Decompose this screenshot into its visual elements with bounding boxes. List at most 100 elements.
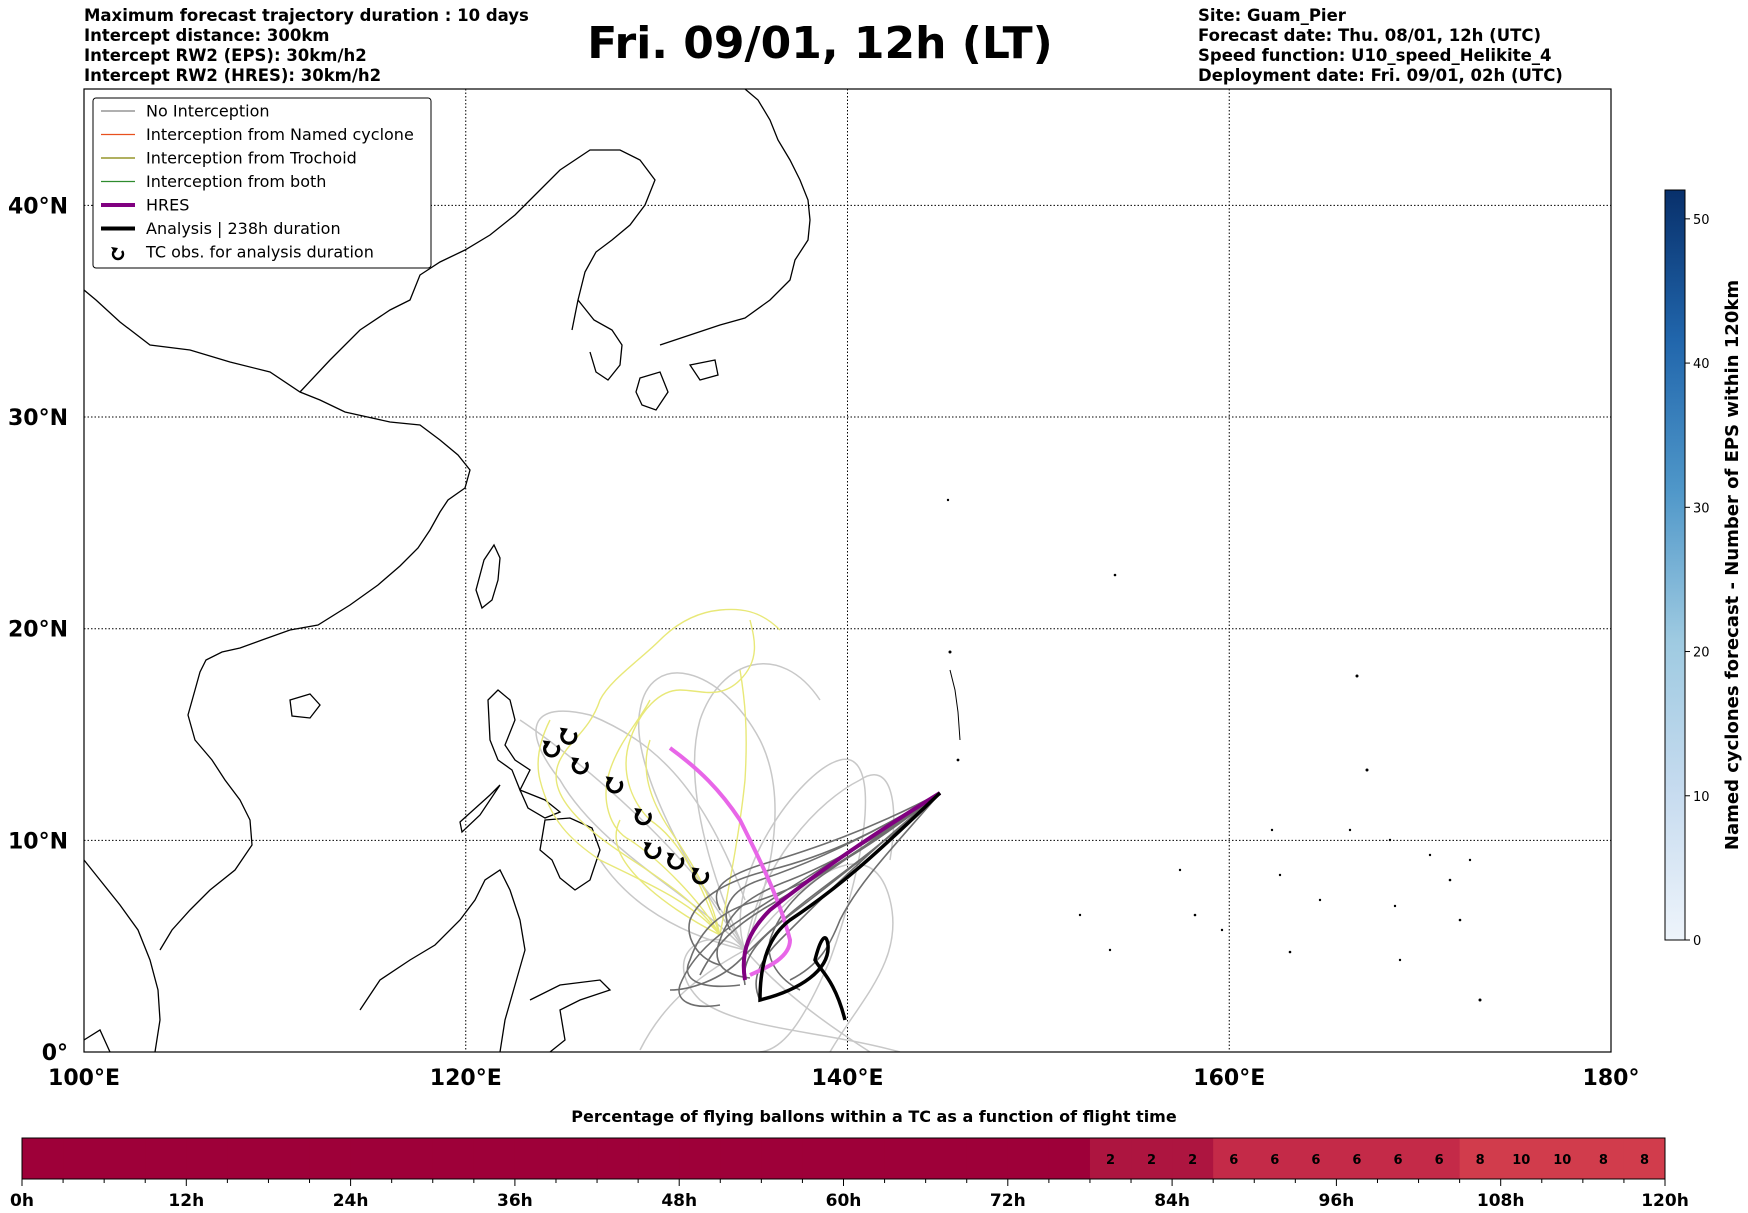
header-site: Site: Guam_Pier — [1198, 6, 1346, 25]
tc-obs-icon — [542, 740, 561, 758]
time-bar-tick-label: 36h — [497, 1191, 533, 1211]
time-bar-cell — [1007, 1138, 1050, 1179]
tc-obs-icon — [605, 776, 624, 794]
lat-tick-label: 30°N — [8, 406, 68, 431]
time-bar-cell-value: 6 — [1435, 1153, 1444, 1168]
time-percentage-bar: 2 2 2 6 6 6 6 6 6 8 10 10 8 8 0h 12h 24h 36h 48h 60h 72h 84h… — [10, 1137, 1689, 1211]
header-deployment-date: Deployment date: Fri. 09/01, 02h (UTC) — [1198, 66, 1563, 85]
time-bar-cell-value: 8 — [1640, 1153, 1649, 1168]
time-bar-cell — [1048, 1138, 1091, 1179]
time-bar-cell — [104, 1138, 146, 1179]
lon-tick-label: 180° — [1583, 1066, 1640, 1090]
header-intercept-eps: Intercept RW2 (EPS): 30km/h2 — [84, 46, 367, 65]
time-bar-cell — [1336, 1138, 1378, 1179]
header-info-right: Site: Guam_Pier Forecast date: Thu. 08/0… — [1198, 6, 1563, 86]
time-bar-cell — [761, 1138, 803, 1179]
time-bar-cell — [1582, 1138, 1625, 1179]
eps-trajectories-dark — [669, 792, 941, 1008]
coast-japan-honshu — [659, 89, 811, 346]
coast-malay — [84, 859, 161, 1052]
lat-tick-label: 40°N — [8, 194, 68, 219]
time-bar-cell — [1089, 1138, 1132, 1179]
tc-obs-icon — [559, 727, 578, 745]
time-bar-tick-label: 84h — [1154, 1191, 1190, 1211]
colorbar-gradient — [1664, 189, 1686, 941]
time-bar-cell — [843, 1138, 886, 1179]
time-bar-cell — [1541, 1138, 1584, 1179]
time-bar-cell-value: 8 — [1599, 1153, 1608, 1168]
analysis-trajectory — [758, 791, 942, 1021]
time-bar-cell — [1459, 1138, 1502, 1179]
legend-label: Interception from Trochoid — [146, 149, 357, 168]
bottom-bar-title: Percentage of flying ballons within a TC… — [571, 1107, 1177, 1126]
time-bar-cell — [1377, 1138, 1420, 1179]
lat-tick-label: 20°N — [8, 618, 68, 643]
colorbar-tick-label: 30 — [1693, 501, 1710, 516]
time-bar-cell — [350, 1138, 393, 1179]
legend-item: TC obs. for analysis duration — [111, 243, 374, 262]
time-bar-cell — [391, 1138, 434, 1179]
time-bar-cell-value: 6 — [1270, 1153, 1279, 1168]
header-forecast-date: Forecast date: Thu. 08/01, 12h (UTC) — [1198, 26, 1542, 45]
header-intercept-distance: Intercept distance: 300km — [84, 26, 330, 45]
coast-mindanao — [539, 817, 601, 891]
tc-obs-icon — [643, 841, 662, 860]
time-bar-cell-value: 10 — [1553, 1153, 1571, 1168]
time-bar-cell — [22, 1138, 64, 1179]
tc-obs-markers — [542, 727, 710, 885]
time-bar-cell — [802, 1138, 844, 1179]
time-bar-cell-value: 2 — [1106, 1153, 1115, 1168]
time-bar-tick-label: 48h — [661, 1191, 697, 1211]
time-bar-tick-label: 120h — [1641, 1191, 1689, 1211]
legend-item: No Interception — [101, 102, 270, 121]
time-bar-cell — [1295, 1138, 1337, 1179]
time-bar-cell — [1172, 1138, 1214, 1179]
time-bar-tick-label: 72h — [990, 1191, 1026, 1211]
time-bar-cell — [473, 1138, 516, 1179]
time-bar-cell — [884, 1138, 927, 1179]
legend-label: TC obs. for analysis duration — [145, 243, 374, 262]
time-bar-cell-value: 10 — [1512, 1153, 1530, 1168]
coast-asia-mainland — [84, 289, 471, 951]
time-bar-cell — [1418, 1138, 1461, 1179]
time-bar-cell-value: 2 — [1147, 1153, 1156, 1168]
coast-marianas — [949, 669, 961, 741]
header-intercept-hres: Intercept RW2 (HRES): 30km/h2 — [84, 66, 382, 85]
time-bar-tick-label: 12h — [168, 1191, 204, 1211]
colorbar-tick-label: 40 — [1693, 357, 1710, 372]
legend-item: HRES — [101, 196, 189, 215]
coast-visayas — [518, 788, 562, 819]
time-bar-cell — [227, 1138, 269, 1179]
lon-tick-label: 100°E — [48, 1066, 120, 1090]
coast-sumatra — [84, 1029, 111, 1052]
time-bar-cell — [597, 1138, 639, 1179]
time-bar-cell — [555, 1138, 598, 1179]
legend-item: Interception from both — [101, 172, 326, 191]
time-bar-cell — [1254, 1138, 1296, 1179]
colorbar-tick-label: 0 — [1693, 934, 1701, 949]
tc-obs-icon — [571, 757, 589, 775]
coast-palawan — [459, 784, 501, 834]
lon-tick-label: 120°E — [430, 1066, 502, 1090]
time-bar-tick-label: 96h — [1319, 1191, 1355, 1211]
coastlines — [84, 89, 961, 1052]
coast-japan-shikoku — [688, 359, 719, 381]
tc-obs-icon — [691, 867, 710, 885]
time-bar-cell — [432, 1138, 475, 1179]
colorbar-tick-label: 50 — [1693, 213, 1710, 228]
legend-label: HRES — [146, 196, 189, 215]
trochoid-trajectories — [537, 608, 781, 936]
header-speed-function: Speed function: U10_speed_Helikite_4 — [1198, 46, 1552, 65]
map-figure: 0°10°N20°N30°N40°N 100°E 120°E 140°E 160°E 1… — [8, 88, 1743, 1090]
lon-tick-label: 160°E — [1193, 1066, 1265, 1090]
time-bar-cell — [186, 1138, 228, 1179]
time-bar-cell — [925, 1138, 968, 1179]
time-bar-cell — [63, 1138, 105, 1179]
time-bar-cell — [268, 1138, 311, 1179]
legend-label: Interception from Named cyclone — [146, 125, 414, 144]
legend-item: Interception from Named cyclone — [101, 125, 414, 144]
time-bar-cell — [514, 1138, 557, 1179]
coast-borneo — [359, 869, 526, 1052]
colorbar-tick-label: 10 — [1693, 790, 1710, 805]
time-bar-cell — [638, 1138, 680, 1179]
